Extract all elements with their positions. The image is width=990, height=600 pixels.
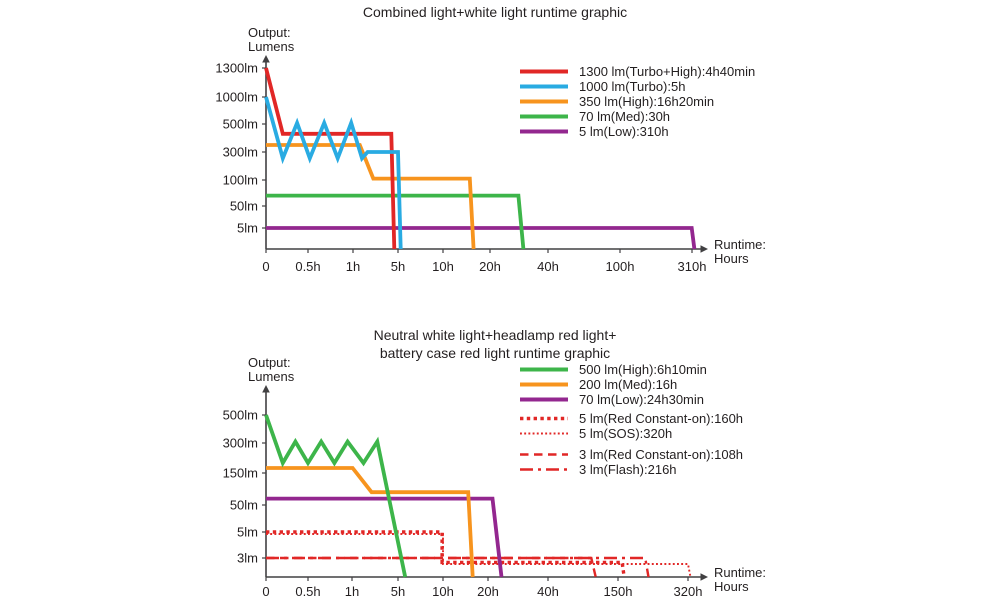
x-axis-label: Hours bbox=[714, 579, 749, 594]
x-tick-label: 10h bbox=[432, 584, 454, 599]
y-tick-label: 1300lm bbox=[215, 61, 258, 76]
legend-item: 5 lm(Low):310h bbox=[518, 124, 755, 139]
legend: 500 lm(High):6h10min 200 lm(Med):16h 70 … bbox=[518, 362, 743, 477]
legend-item: 3 lm(Flash):216h bbox=[518, 462, 743, 477]
x-tick-label: 320h bbox=[674, 584, 703, 599]
legend-swatch bbox=[520, 416, 568, 421]
y-tick-label: 50lm bbox=[230, 498, 258, 513]
x-tick-label: 150h bbox=[604, 584, 633, 599]
y-tick-label: 150lm bbox=[223, 466, 258, 481]
x-tick-label: 100h bbox=[606, 259, 635, 274]
x-tick-label: 310h bbox=[678, 259, 707, 274]
series-line bbox=[266, 496, 504, 578]
legend-swatch bbox=[520, 129, 568, 134]
y-tick-label: 50lm bbox=[230, 199, 258, 214]
series-line bbox=[264, 414, 408, 578]
legend-label: 3 lm(Red Constant-on):108h bbox=[579, 447, 744, 462]
combined-light-chart: 0 0.5h 1h 5h 10h 20h 40h 100h 310h 1300lm 1000lm 50… bbox=[215, 55, 708, 274]
x-axis-label: Runtime: bbox=[714, 237, 767, 252]
x-tick-label: 1h bbox=[345, 584, 359, 599]
y-tick-label: 5lm bbox=[237, 525, 258, 540]
legend: 1300 lm(Turbo+High):4h40min 1000 lm(Turb… bbox=[518, 64, 755, 139]
y-tick-label: 5lm bbox=[237, 221, 258, 236]
legend-item: 1000 lm(Turbo):5h bbox=[518, 79, 755, 94]
x-axis-arrow-icon bbox=[700, 573, 708, 581]
legend-swatch bbox=[520, 69, 568, 74]
legend-swatch bbox=[520, 114, 568, 119]
legend-item: 3 lm(Red Constant-on):108h bbox=[518, 447, 743, 462]
series-line bbox=[266, 533, 692, 578]
y-axis-label: Lumens bbox=[248, 369, 295, 384]
y-axis-label: Output: bbox=[248, 355, 291, 370]
y-axis-arrow-icon bbox=[262, 55, 270, 63]
x-axis-arrow-icon bbox=[700, 245, 708, 253]
legend-swatch bbox=[520, 382, 568, 387]
x-axis-label: Runtime: bbox=[714, 565, 767, 580]
series-line bbox=[266, 530, 626, 578]
legend-swatch bbox=[520, 99, 568, 104]
legend-label: 1300 lm(Turbo+High):4h40min bbox=[579, 64, 756, 79]
legend-swatch bbox=[520, 367, 568, 372]
legend-label: 5 lm(Low):310h bbox=[579, 124, 669, 139]
x-tick-label: 0 bbox=[262, 584, 269, 599]
x-tick-label: 0.5h bbox=[295, 584, 320, 599]
legend-item: 1300 lm(Turbo+High):4h40min bbox=[518, 64, 755, 79]
legend-item: 70 lm(Med):30h bbox=[518, 109, 755, 124]
legend-item: 5 lm(SOS):320h bbox=[518, 426, 743, 441]
y-axis-arrow-icon bbox=[262, 385, 270, 393]
legend-swatch bbox=[520, 397, 568, 402]
x-tick-label: 40h bbox=[537, 584, 559, 599]
x-tick-label: 20h bbox=[479, 259, 501, 274]
x-tick-label: 5h bbox=[391, 584, 405, 599]
x-tick-label: 1h bbox=[346, 259, 360, 274]
y-tick-label: 3lm bbox=[237, 551, 258, 566]
legend-label: 70 lm(Low):24h30min bbox=[579, 392, 705, 407]
legend-item: 5 lm(Red Constant-on):160h bbox=[518, 411, 743, 426]
x-tick-label: 40h bbox=[537, 259, 559, 274]
legend-swatch bbox=[520, 432, 568, 435]
legend-label: 5 lm(Red Constant-on):160h bbox=[579, 411, 744, 426]
x-axis-label: Hours bbox=[714, 251, 749, 266]
x-tick-label: 10h bbox=[432, 259, 454, 274]
x-tick-label: 0.5h bbox=[295, 259, 320, 274]
series-line bbox=[266, 143, 476, 250]
y-axis-label: Output: bbox=[248, 25, 291, 40]
x-tick-label: 5h bbox=[391, 259, 405, 274]
series-line bbox=[266, 193, 526, 250]
legend-label: 200 lm(Med):16h bbox=[579, 377, 678, 392]
series-line bbox=[266, 226, 697, 250]
legend-item: 200 lm(Med):16h bbox=[518, 377, 743, 392]
series-line bbox=[266, 466, 475, 578]
y-tick-label: 300lm bbox=[223, 145, 258, 160]
legend-label: 70 lm(Med):30h bbox=[579, 109, 671, 124]
x-tick-label: 20h bbox=[477, 584, 499, 599]
legend-item: 70 lm(Low):24h30min bbox=[518, 392, 743, 407]
series-line bbox=[264, 67, 397, 250]
y-axis-label: Lumens bbox=[248, 39, 295, 54]
chart-title: Combined light+white light runtime graph… bbox=[362, 4, 628, 20]
y-tick-label: 1000lm bbox=[215, 90, 258, 105]
x-tick-label: 0 bbox=[262, 259, 269, 274]
y-tick-label: 500lm bbox=[223, 117, 258, 132]
legend-label: 5 lm(SOS):320h bbox=[579, 426, 673, 441]
chart-title: battery case red light runtime graphic bbox=[379, 345, 611, 361]
neutral-red-light-chart: 0 0.5h 1h 5h 10h 20h 40h 150h 320h 500lm 300lm 150l… bbox=[223, 385, 708, 599]
legend-swatch bbox=[520, 453, 568, 456]
series-line bbox=[266, 556, 597, 578]
legend-label: 350 lm(High):16h20min bbox=[579, 94, 715, 109]
legend-item: 500 lm(High):6h10min bbox=[518, 362, 743, 377]
legend-item: 350 lm(High):16h20min bbox=[518, 94, 755, 109]
legend-label: 3 lm(Flash):216h bbox=[579, 462, 677, 477]
y-tick-label: 100lm bbox=[223, 173, 258, 188]
legend-swatch bbox=[520, 468, 568, 471]
y-tick-label: 500lm bbox=[223, 408, 258, 423]
chart-title: Neutral white light+headlamp red light+ bbox=[373, 327, 617, 343]
y-tick-label: 300lm bbox=[223, 436, 258, 451]
legend-swatch bbox=[520, 84, 568, 89]
series-line bbox=[266, 556, 650, 578]
legend-label: 1000 lm(Turbo):5h bbox=[579, 79, 686, 94]
series-line bbox=[264, 96, 403, 250]
legend-label: 500 lm(High):6h10min bbox=[579, 362, 707, 377]
